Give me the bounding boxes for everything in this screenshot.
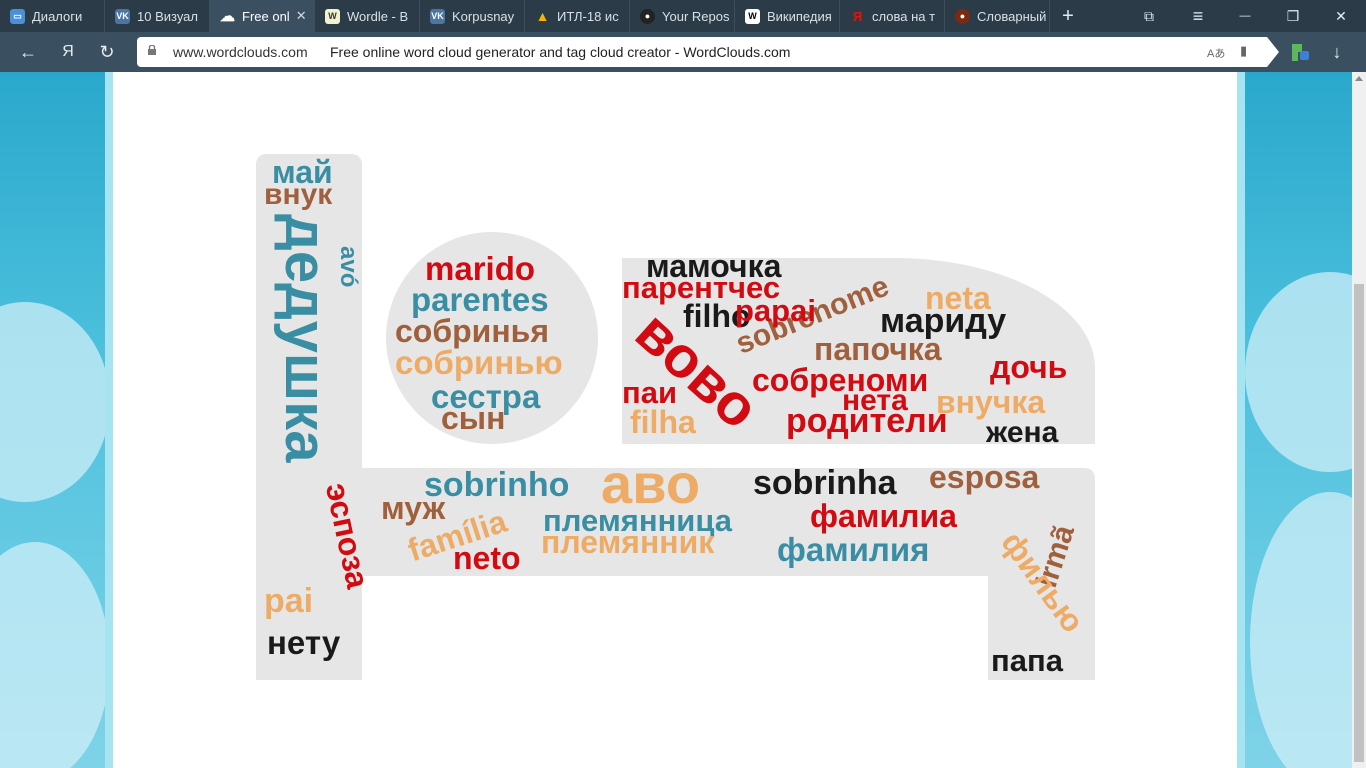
vk-icon: VK <box>430 8 445 24</box>
yandex-home-button[interactable]: Я <box>62 43 74 60</box>
back-button[interactable]: ← <box>19 41 37 62</box>
tab-github[interactable]: ● Your Repos <box>630 0 735 32</box>
cloud-word: май <box>272 154 333 190</box>
cloud-word: родители <box>786 402 948 440</box>
cloud-word: жена <box>986 416 1059 449</box>
cloud-word: собринья <box>395 313 549 349</box>
wikipedia-icon: W <box>745 8 760 24</box>
restore-button[interactable]: ❐ <box>1286 7 1300 24</box>
download-icon[interactable]: ↓ <box>1332 41 1342 62</box>
cloud-word: сестра <box>431 378 541 415</box>
scrollbar-thumb[interactable] <box>1354 284 1364 762</box>
shape-headboard <box>256 154 362 680</box>
address-bar-tip <box>1267 37 1279 67</box>
cloud-word: neta <box>925 280 991 316</box>
cloud-word: sobrinho <box>424 466 570 504</box>
cloud-word: parentes <box>411 281 549 318</box>
cloud-word: marido <box>425 250 536 287</box>
cloud-word: filho <box>683 298 751 334</box>
close-window-button[interactable]: ✕ <box>1335 7 1347 24</box>
cloud-word: папочка <box>814 331 942 367</box>
chat-icon: ▭ <box>10 8 25 24</box>
tab-label: Диалоги <box>32 8 83 24</box>
minimize-button[interactable]: — <box>1239 10 1251 22</box>
cloud-word: фамилия <box>777 531 930 568</box>
cloud-word: муж <box>381 490 446 526</box>
cloud-word: нету <box>267 624 341 661</box>
dictionary-icon: ● <box>955 8 970 24</box>
url-domain: www.wordclouds.com <box>173 44 308 60</box>
yandex-icon: Я <box>852 8 863 24</box>
tab-wikipedia[interactable]: W Википедия <box>735 0 840 32</box>
cloud-word: собринью <box>395 344 563 381</box>
tab-vk-visual[interactable]: VK 10 Визуал <box>105 0 210 32</box>
cloud-word: sobrinha <box>753 464 897 502</box>
cloud-word: племянник <box>541 524 715 560</box>
cloud-icon: ☁ <box>220 8 235 25</box>
cloud-word: pai <box>264 582 314 620</box>
close-tab-icon[interactable]: ✕ <box>295 8 307 23</box>
cloud-word: papai <box>735 293 816 328</box>
tab-label: Wordle - В <box>347 8 409 24</box>
new-tab-button[interactable]: + <box>1062 4 1074 27</box>
cloud-word: фамилиа <box>810 498 957 534</box>
reload-button[interactable]: ↻ <box>99 41 115 62</box>
translate-icon[interactable]: Aあ <box>1207 48 1226 60</box>
cloud-word: нета <box>842 384 908 417</box>
tab-label: Free onl <box>242 8 290 24</box>
cloud-word: внук <box>264 178 333 211</box>
scroll-up-icon[interactable] <box>1355 76 1363 81</box>
tab-label: Your Repos <box>662 8 730 24</box>
cloud-word: аво <box>601 452 701 515</box>
cloud-word: парентчес <box>622 270 781 305</box>
github-icon: ● <box>640 8 655 24</box>
bookmarks-icon[interactable]: ⧉ <box>1144 7 1154 24</box>
vk-icon: VK <box>115 8 130 24</box>
page-title: Free online word cloud generator and tag… <box>330 44 791 60</box>
decor-cloud <box>1250 492 1352 768</box>
decor-cloud <box>0 542 110 768</box>
shape-mattress <box>362 468 1095 576</box>
cloud-word: neto <box>453 540 521 576</box>
tab-label: ИТЛ-18 ис <box>557 8 619 24</box>
wordle-icon: W <box>325 8 340 24</box>
extension-icon[interactable] <box>1281 32 1319 72</box>
page-scrollbar[interactable] <box>1352 72 1366 768</box>
cloud-word: avó <box>335 246 362 288</box>
tab-label: слова на т <box>872 8 936 24</box>
menu-icon[interactable]: ≡ <box>1192 5 1204 26</box>
cloud-word: сын <box>441 400 506 436</box>
shape-footboard <box>988 560 1095 680</box>
tab-yandex[interactable]: Я слова на т <box>840 0 945 32</box>
cloud-word: дедушка <box>273 214 338 463</box>
cloud-word: папа <box>991 643 1063 678</box>
tab-dialogs[interactable]: ▭ Диалоги <box>0 0 105 32</box>
decor-cloud <box>1245 272 1352 472</box>
address-bar[interactable]: www.wordclouds.com Free online word clou… <box>137 37 1267 67</box>
cloud-word: дочь <box>990 349 1068 385</box>
tab-label: Korpusnay <box>452 8 515 24</box>
cloud-word: esposa <box>929 459 1040 495</box>
tab-dictionary[interactable]: ● Словарный <box>945 0 1050 32</box>
bookmark-icon[interactable]: ▮ <box>1240 43 1248 58</box>
decor-cloud <box>0 302 110 502</box>
tab-korpusnaya[interactable]: VK Korpusnay <box>420 0 525 32</box>
lock-icon <box>148 45 156 55</box>
tab-wordclouds[interactable]: ☁ Free onl ✕ <box>210 0 315 32</box>
tab-label: Википедия <box>767 8 832 24</box>
tab-label: Словарный <box>977 8 1047 24</box>
tab-label: 10 Визуал <box>137 8 198 24</box>
shape-pillow <box>386 232 598 444</box>
cloud-word: племянница <box>543 503 733 538</box>
cloud-word: внучка <box>936 384 1046 420</box>
cloud-word: filha <box>630 404 696 440</box>
cloud-word: паи <box>622 375 678 410</box>
tab-google-drive[interactable]: ▲ ИТЛ-18 ис <box>525 0 630 32</box>
cloud-word: мамочка <box>646 248 782 284</box>
cloud-word: мариду <box>880 302 1007 340</box>
shape-blanket <box>622 258 1095 444</box>
tab-wordle[interactable]: W Wordle - В <box>315 0 420 32</box>
cloud-word: собреноми <box>752 362 929 398</box>
google-drive-icon: ▲ <box>535 8 550 24</box>
